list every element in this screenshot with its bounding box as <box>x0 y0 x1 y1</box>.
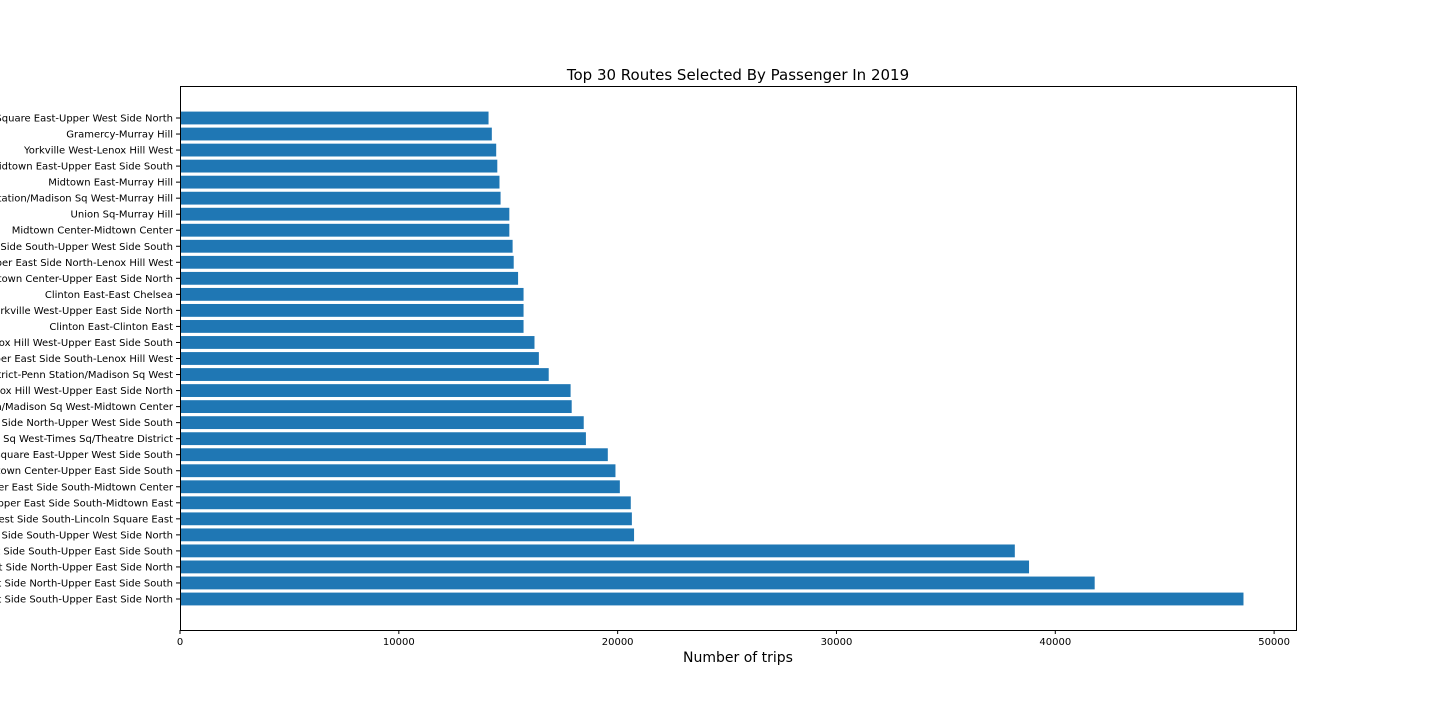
bar <box>180 512 632 526</box>
bar <box>180 320 524 333</box>
y-tick-label: Gramercy-Murray Hill <box>66 130 173 141</box>
bar <box>180 223 510 237</box>
y-tick-label: Penn Station/Madison Sq West-Times Sq/Th… <box>0 434 173 445</box>
y-tick-label: Union Sq-Murray Hill <box>71 210 173 221</box>
bar <box>180 207 510 221</box>
y-tick-label: Clinton East-Clinton East <box>49 322 173 333</box>
bar <box>180 127 492 141</box>
y-tick-label: Midtown Center-Midtown Center <box>12 226 174 237</box>
y-tick-label: Penn Station/Madison Sq West-Murray Hill <box>0 194 173 205</box>
bar <box>180 287 524 301</box>
y-tick-label: Penn Station/Madison Sq West-Midtown Cen… <box>0 402 174 413</box>
x-tick-label: 50000 <box>1258 637 1290 648</box>
bar <box>180 271 519 285</box>
bar <box>180 175 500 189</box>
y-tick-label: Midtown Center-Upper East Side North <box>0 274 173 285</box>
y-tick-label: Upper West Side North-Upper West Side So… <box>0 418 173 429</box>
x-tick-label: 10000 <box>383 637 415 648</box>
y-tick-label: Upper East Side South-Midtown Center <box>0 482 174 493</box>
bar <box>180 464 616 478</box>
y-tick-label: Upper East Side North-Upper East Side So… <box>0 578 173 589</box>
bar <box>180 368 549 381</box>
bar <box>180 416 584 430</box>
y-tick-label: Upper West Side South-Upper West Side No… <box>0 530 173 541</box>
bar <box>180 560 1030 574</box>
y-tick-label: Upper East Side South-Upper East Side So… <box>0 546 173 557</box>
y-tick-label: Upper West Side South-Lincoln Square Eas… <box>0 514 173 525</box>
x-tick-label: 0 <box>177 637 183 648</box>
bars-group <box>180 111 1244 606</box>
bar <box>180 528 635 542</box>
bar <box>180 496 631 510</box>
bar <box>180 480 620 494</box>
y-tick-label: Midtown East-Upper East Side South <box>0 162 173 173</box>
y-tick-label: Yorkville West-Lenox Hill West <box>23 146 173 157</box>
bar <box>180 384 571 397</box>
x-tick-label: 40000 <box>1039 637 1071 648</box>
bar <box>180 336 535 349</box>
y-tick-label: Upper East Side South-Upper East Side No… <box>0 595 173 606</box>
bar <box>180 239 513 253</box>
y-tick-label: Upper East Side North-Upper East Side No… <box>0 562 173 573</box>
y-tick-label: Upper East Side South-Lenox Hill West <box>0 354 173 365</box>
x-tick-label: 30000 <box>821 637 853 648</box>
bar <box>180 159 498 173</box>
bar <box>180 544 1015 558</box>
bar <box>180 191 501 205</box>
bar <box>180 448 608 462</box>
plot-frame <box>180 86 1297 631</box>
y-tick-label: Lenox Hill West-Upper East Side North <box>0 386 173 397</box>
bar <box>180 143 497 157</box>
bar <box>180 255 514 269</box>
bar <box>180 111 489 125</box>
y-tick-label: Lenox Hill West-Upper East Side South <box>0 338 173 349</box>
bar <box>180 576 1095 590</box>
y-tick-label: Midtown Center-Upper East Side South <box>0 466 173 477</box>
y-tick-label: Midtown East-Murray Hill <box>48 178 173 189</box>
y-tick-label: Times Sq/Theatre District-Penn Station/M… <box>0 370 173 381</box>
y-tick-label: Lincoln Square East-Upper West Side Nort… <box>0 114 173 125</box>
y-tick-labels: Upper East Side South-Upper East Side No… <box>0 114 180 606</box>
x-tick-label: 20000 <box>602 637 634 648</box>
y-tick-label: Upper East Side North-Lenox Hill West <box>0 258 173 269</box>
bar <box>180 432 586 446</box>
y-tick-label: Yorkville West-Upper East Side North <box>0 306 173 317</box>
bar <box>180 303 524 317</box>
y-tick-label: Clinton East-East Chelsea <box>45 290 173 301</box>
bar <box>180 592 1244 606</box>
y-tick-label: Upper East Side South-Midtown East <box>0 498 173 509</box>
x-axis-label: Number of trips <box>683 650 793 666</box>
x-ticks: 0 10000 20000 30000 40000 50000 <box>177 630 1290 648</box>
chart-title: Top 30 Routes Selected By Passenger In 2… <box>566 66 909 84</box>
y-tick-label: Upper West Side South-Upper West Side So… <box>0 242 173 253</box>
bar <box>180 352 539 365</box>
y-tick-label: Lincoln Square East-Upper West Side Sout… <box>0 450 173 461</box>
bar <box>180 400 572 414</box>
